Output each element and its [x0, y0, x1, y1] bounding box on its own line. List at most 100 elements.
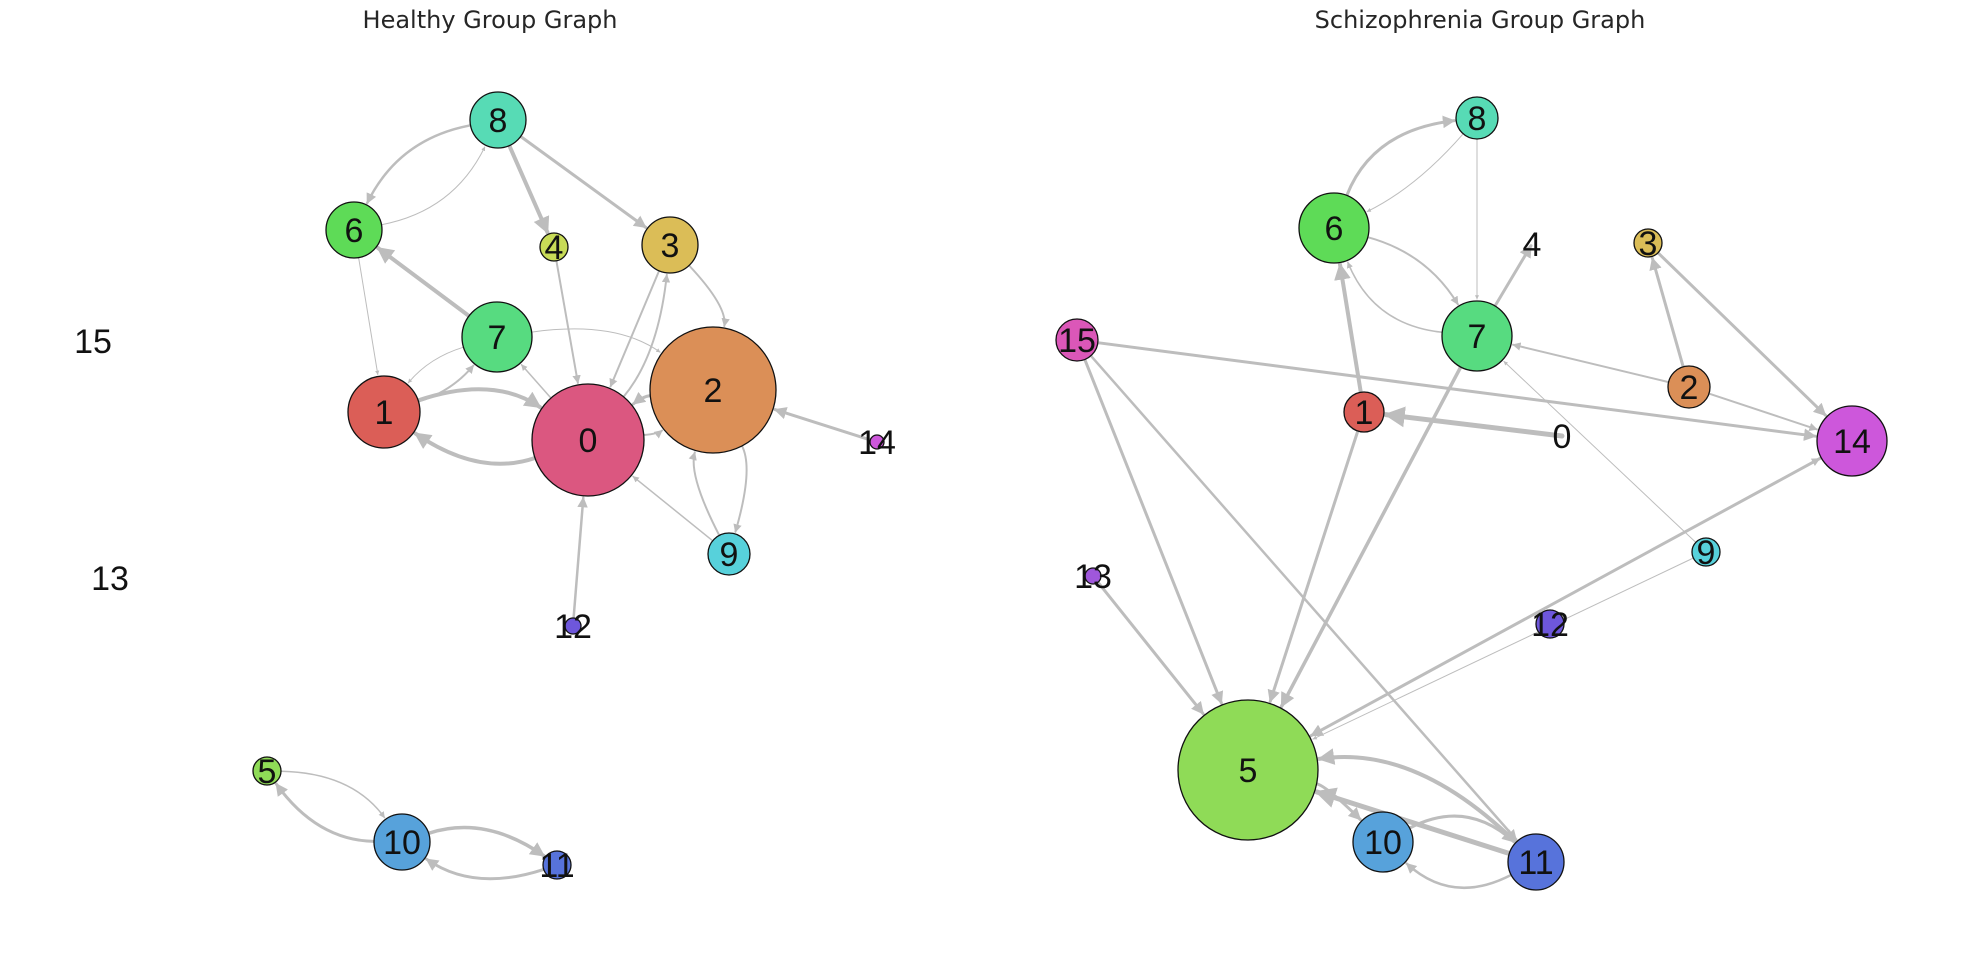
node-10-label: 10 [383, 824, 421, 862]
node-4-circle [539, 232, 569, 262]
edge-2-to-14 [1707, 392, 1818, 432]
edge-3-to-14 [1656, 251, 1827, 417]
node-15-label: 15 [74, 323, 112, 361]
node-5-label: 5 [1239, 752, 1258, 790]
node-2: 2 [1667, 365, 1711, 409]
node-5: 5 [1177, 699, 1319, 841]
node-12-circle [1535, 609, 1565, 639]
node-1: 1 [347, 375, 421, 449]
node-1-label: 1 [375, 394, 394, 432]
node-3-circle [641, 216, 699, 274]
edge-3-to-2 [688, 264, 730, 327]
edge-0-to-3 [622, 273, 671, 398]
node-15-circle [1055, 318, 1099, 362]
edge-1-to-6 [1334, 262, 1363, 395]
edge-2-to-0 [631, 391, 652, 406]
node-15: 15 [1055, 318, 1099, 362]
edge-10-to-5 [274, 782, 376, 843]
node-0: 0 [531, 383, 645, 497]
node-14-circle [869, 434, 885, 450]
node-10: 10 [373, 813, 431, 871]
node-12-circle [564, 617, 582, 635]
node-10-circle [373, 813, 431, 871]
node-9: 9 [707, 532, 751, 576]
edge-8-to-4 [507, 143, 550, 235]
node-7-circle [461, 301, 533, 373]
node-4: 4 [1523, 226, 1542, 264]
node-14: 14 [858, 424, 896, 462]
edge-9-to-2 [688, 451, 721, 537]
edge-1-to-5 [1267, 429, 1360, 703]
node-2-circle [649, 326, 777, 454]
node-13: 13 [91, 560, 129, 598]
node-13-label: 13 [91, 560, 129, 598]
node-6-label: 6 [345, 212, 364, 250]
node-13-label: 13 [1074, 558, 1112, 596]
node-8-label: 8 [1468, 100, 1487, 138]
node-2-circle [1667, 365, 1711, 409]
edge-8-to-6 [1366, 133, 1464, 213]
edge-1-to-0 [416, 387, 543, 410]
node-5-label: 5 [258, 753, 277, 791]
healthy-graph-edges [274, 124, 872, 881]
node-6: 6 [325, 201, 383, 259]
node-3: 3 [641, 216, 699, 274]
edge-4-to-0 [555, 259, 581, 384]
node-9-label: 9 [720, 536, 739, 574]
schizophrenia-graph-edges [1083, 115, 1827, 889]
edge-13-to-5 [1096, 580, 1205, 716]
node-10: 10 [1352, 811, 1414, 873]
node-13: 13 [1074, 558, 1112, 596]
edge-6-to-8 [1345, 115, 1456, 197]
edge-11-to-5 [1317, 748, 1518, 845]
node-9-label: 9 [1697, 534, 1716, 572]
node-11: 11 [539, 847, 574, 885]
edge-6-to-1 [358, 257, 380, 375]
node-6: 6 [1298, 192, 1370, 264]
schizophrenia-graph-title: Schizophrenia Group Graph [1315, 6, 1646, 34]
node-7-circle [1441, 300, 1513, 372]
edge-7-to-1 [407, 346, 464, 384]
node-14-circle [1816, 405, 1888, 477]
edge-9-to-7 [1503, 360, 1697, 543]
node-14-label: 14 [858, 424, 896, 462]
edge-7-to-5 [1279, 365, 1463, 709]
node-0-circle [531, 383, 645, 497]
node-0: 0 [1553, 418, 1572, 456]
node-4-label: 4 [1523, 226, 1542, 264]
node-12: 12 [1531, 606, 1569, 644]
node-3: 3 [1633, 225, 1663, 263]
edge-5-to-14 [1308, 457, 1821, 738]
edge-15-to-14 [1096, 341, 1817, 441]
schizophrenia-graph-panel: Schizophrenia Group Graph 01234567891011… [1055, 6, 1888, 891]
node-8-circle [1455, 96, 1499, 140]
node-15-label: 15 [1058, 322, 1096, 360]
node-0-label: 0 [579, 422, 598, 460]
node-0-label: 0 [1553, 418, 1572, 456]
edge-2-to-7 [1512, 342, 1670, 384]
edge-7-to-2 [531, 328, 661, 353]
node-7-label: 7 [488, 319, 507, 357]
node-7: 7 [461, 301, 533, 373]
edge-9-to-5 [1312, 557, 1694, 740]
node-1-circle [347, 375, 421, 449]
node-14-label: 14 [1833, 423, 1871, 461]
edge-6-to-8 [381, 146, 486, 226]
node-6-label: 6 [1325, 210, 1344, 248]
node-5: 5 [252, 753, 282, 791]
node-11: 11 [1507, 833, 1565, 891]
healthy-graph-title: Healthy Group Graph [363, 6, 618, 34]
edge-7-to-6 [376, 246, 471, 318]
edge-0-to-1 [413, 431, 537, 466]
node-11-circle [542, 850, 572, 880]
node-12: 12 [554, 608, 592, 646]
node-10-circle [1352, 811, 1414, 873]
edge-11-to-10 [1405, 862, 1513, 889]
edge-7-to-4 [1493, 244, 1533, 308]
node-6-circle [1298, 192, 1370, 264]
node-8: 8 [1455, 96, 1499, 140]
node-14: 14 [1816, 405, 1888, 477]
node-13-circle [1084, 567, 1102, 585]
node-6-circle [325, 201, 383, 259]
